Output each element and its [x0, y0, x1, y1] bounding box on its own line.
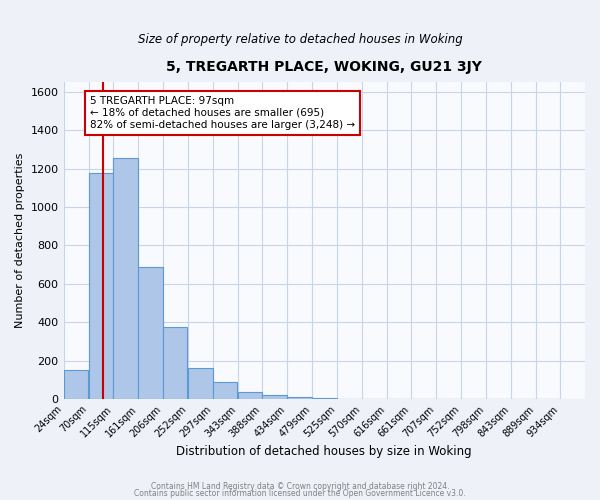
Bar [188, 368, 212, 399]
Text: Contains public sector information licensed under the Open Government Licence v3: Contains public sector information licen… [134, 490, 466, 498]
Bar [64, 370, 88, 399]
Bar [312, 398, 337, 399]
Bar [89, 174, 113, 399]
Y-axis label: Number of detached properties: Number of detached properties [15, 153, 25, 328]
Bar [139, 266, 163, 399]
Text: Size of property relative to detached houses in Woking: Size of property relative to detached ho… [137, 32, 463, 46]
Title: 5, TREGARTH PLACE, WOKING, GU21 3JY: 5, TREGARTH PLACE, WOKING, GU21 3JY [166, 60, 482, 74]
Text: 5 TREGARTH PLACE: 97sqm
← 18% of detached houses are smaller (695)
82% of semi-d: 5 TREGARTH PLACE: 97sqm ← 18% of detache… [90, 96, 355, 130]
Text: Contains HM Land Registry data © Crown copyright and database right 2024.: Contains HM Land Registry data © Crown c… [151, 482, 449, 491]
X-axis label: Distribution of detached houses by size in Woking: Distribution of detached houses by size … [176, 444, 472, 458]
Bar [163, 327, 187, 399]
Bar [212, 382, 237, 399]
Bar [238, 392, 262, 399]
Bar [262, 395, 287, 399]
Bar [113, 158, 138, 399]
Bar [287, 397, 312, 399]
